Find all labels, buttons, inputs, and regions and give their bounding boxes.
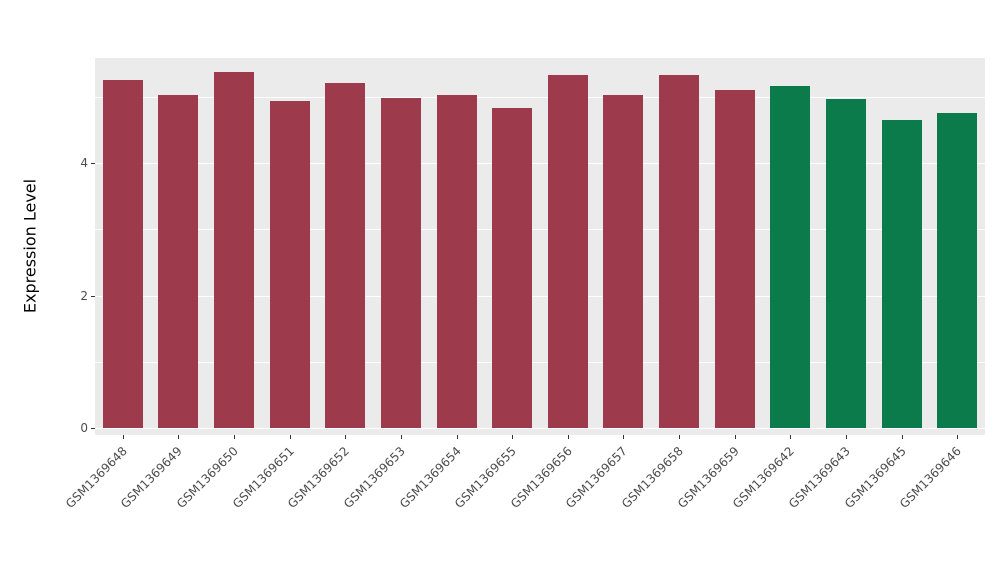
bar-GSM1369645: [881, 119, 922, 428]
bar-GSM1369648: [102, 80, 143, 428]
x-tick-mark: [345, 435, 347, 439]
bar-GSM1369658: [659, 74, 700, 428]
x-tick-label-GSM1369645: GSM1369645: [841, 444, 909, 511]
x-tick-label-GSM1369649: GSM1369649: [118, 444, 186, 511]
x-tick-mark: [178, 435, 180, 439]
x-tick-mark: [289, 435, 291, 439]
major-gridline: [95, 295, 985, 297]
x-tick-mark: [122, 435, 124, 439]
bar-GSM1369654: [436, 94, 477, 428]
y-tick-label: 0: [80, 421, 88, 435]
y-tick-mark: [91, 295, 95, 297]
major-gridline: [95, 163, 985, 165]
x-tick-mark: [901, 435, 903, 439]
x-tick-label-GSM1369643: GSM1369643: [785, 444, 853, 511]
x-tick-mark: [400, 435, 402, 439]
x-tick-mark: [234, 435, 236, 439]
y-tick-mark: [91, 163, 95, 164]
bar-GSM1369659: [714, 90, 755, 428]
x-tick-label-GSM1369657: GSM1369657: [563, 444, 631, 511]
x-tick-label-GSM1369658: GSM1369658: [618, 444, 686, 511]
bar-GSM1369650: [214, 72, 255, 428]
x-tick-label-GSM1369651: GSM1369651: [229, 444, 297, 511]
x-tick-mark: [845, 435, 847, 439]
x-tick-label-GSM1369659: GSM1369659: [674, 444, 742, 511]
minor-gridline: [95, 96, 985, 98]
y-axis-title: Expression Level: [20, 178, 40, 314]
bar-GSM1369651: [269, 100, 310, 428]
x-tick-mark: [567, 435, 569, 439]
minor-gridline: [95, 361, 985, 363]
y-tick-label: 2: [80, 288, 88, 303]
x-tick-mark: [512, 435, 514, 439]
x-tick-mark: [734, 435, 736, 439]
x-tick-mark: [456, 435, 458, 439]
x-tick-label-GSM1369655: GSM1369655: [452, 444, 520, 511]
x-tick-label-GSM1369653: GSM1369653: [340, 444, 408, 511]
bar-GSM1369646: [937, 113, 978, 428]
major-gridline: [95, 428, 985, 430]
bar-GSM1369643: [825, 98, 866, 428]
x-tick-label-GSM1369648: GSM1369648: [62, 444, 130, 511]
x-tick-label-GSM1369652: GSM1369652: [285, 444, 353, 511]
bar-GSM1369656: [547, 74, 588, 428]
x-tick-label-GSM1369646: GSM1369646: [897, 444, 965, 511]
x-tick-mark: [957, 435, 959, 439]
x-tick-label-GSM1369650: GSM1369650: [173, 444, 241, 511]
y-tick-mark: [91, 428, 95, 429]
x-tick-label-GSM1369656: GSM1369656: [507, 444, 575, 511]
y-tick-label: 4: [80, 156, 88, 170]
x-tick-mark: [679, 435, 681, 439]
bar-GSM1369653: [380, 98, 421, 428]
x-tick-label-GSM1369642: GSM1369642: [730, 444, 798, 511]
minor-gridline: [95, 229, 985, 230]
x-tick-mark: [623, 435, 625, 439]
bar-GSM1369642: [770, 86, 811, 428]
bar-GSM1369655: [492, 108, 533, 428]
x-tick-mark: [790, 435, 792, 439]
bar-GSM1369652: [325, 82, 366, 428]
bar-GSM1369657: [603, 94, 644, 428]
chart-panel: [95, 58, 985, 435]
x-tick-label-GSM1369654: GSM1369654: [396, 444, 464, 511]
bar-GSM1369649: [158, 94, 199, 428]
